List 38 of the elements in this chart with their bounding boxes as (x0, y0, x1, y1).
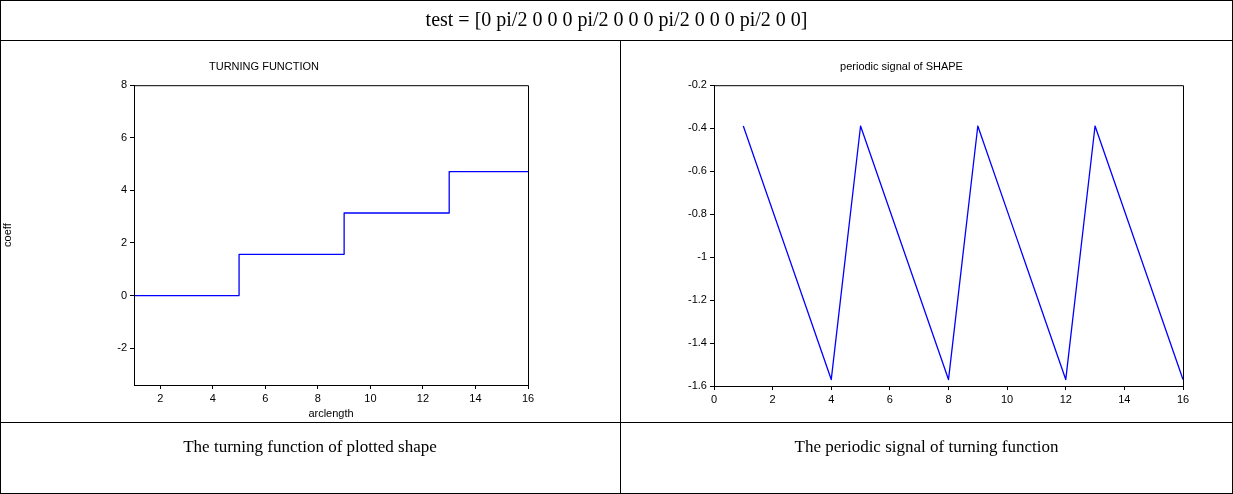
y-tick-label: -0.2 (688, 78, 707, 91)
x-axis-title: arclength (308, 407, 354, 420)
y-axis-title: coeff (0, 222, 13, 247)
x-tick-label: 6 (262, 391, 269, 404)
x-tick-label: 4 (209, 391, 216, 404)
x-tick-label: 16 (1176, 392, 1190, 405)
y-tick-label: -1.2 (688, 293, 707, 306)
x-tick-label: 0 (710, 392, 718, 405)
text: The periodic signal of turning function (793, 437, 1060, 457)
x-tick-label: 8 (945, 392, 952, 405)
y-tick-label: -1.6 (688, 379, 707, 392)
text: The turning function of plotted shape (182, 437, 438, 457)
x-tick-label: 10 (1001, 392, 1014, 405)
y-tick-label: 2 (120, 236, 127, 249)
y-tick-label: -2 (117, 341, 127, 354)
x-tick-label: 10 (364, 391, 377, 404)
y-tick-label: -0.8 (688, 207, 707, 220)
chart-title: TURNING FUNCTION (209, 59, 320, 72)
x-tick-label: 16 (521, 391, 535, 404)
x-tick-label: 12 (416, 391, 430, 404)
x-tick-label: 4 (828, 392, 835, 405)
text: test = [0 pi/2 0 0 0 pi/2 0 0 0 pi/2 0 0 0 pi/2 0 0] (0, 0, 1233, 40)
y-tick-label: -0.6 (688, 164, 707, 177)
x-tick-label: 12 (1059, 392, 1072, 405)
y-tick-label: -0.4 (688, 121, 707, 134)
x-tick-label: 6 (886, 392, 893, 405)
x-tick-label: 14 (1118, 392, 1131, 405)
y-tick-label: 6 (120, 130, 127, 143)
y-tick-label: -1 (697, 250, 707, 263)
x-tick-label: 2 (157, 391, 164, 404)
y-tick-label: 4 (120, 183, 127, 196)
y-tick-label: 8 (120, 78, 127, 91)
y-tick-label: 0 (120, 288, 127, 301)
chart-title: periodic signal of SHAPE (840, 59, 963, 72)
x-tick-label: 14 (469, 391, 482, 404)
x-tick-label: 8 (314, 391, 321, 404)
x-tick-label: 2 (769, 392, 776, 405)
y-tick-label: -1.4 (688, 336, 707, 349)
